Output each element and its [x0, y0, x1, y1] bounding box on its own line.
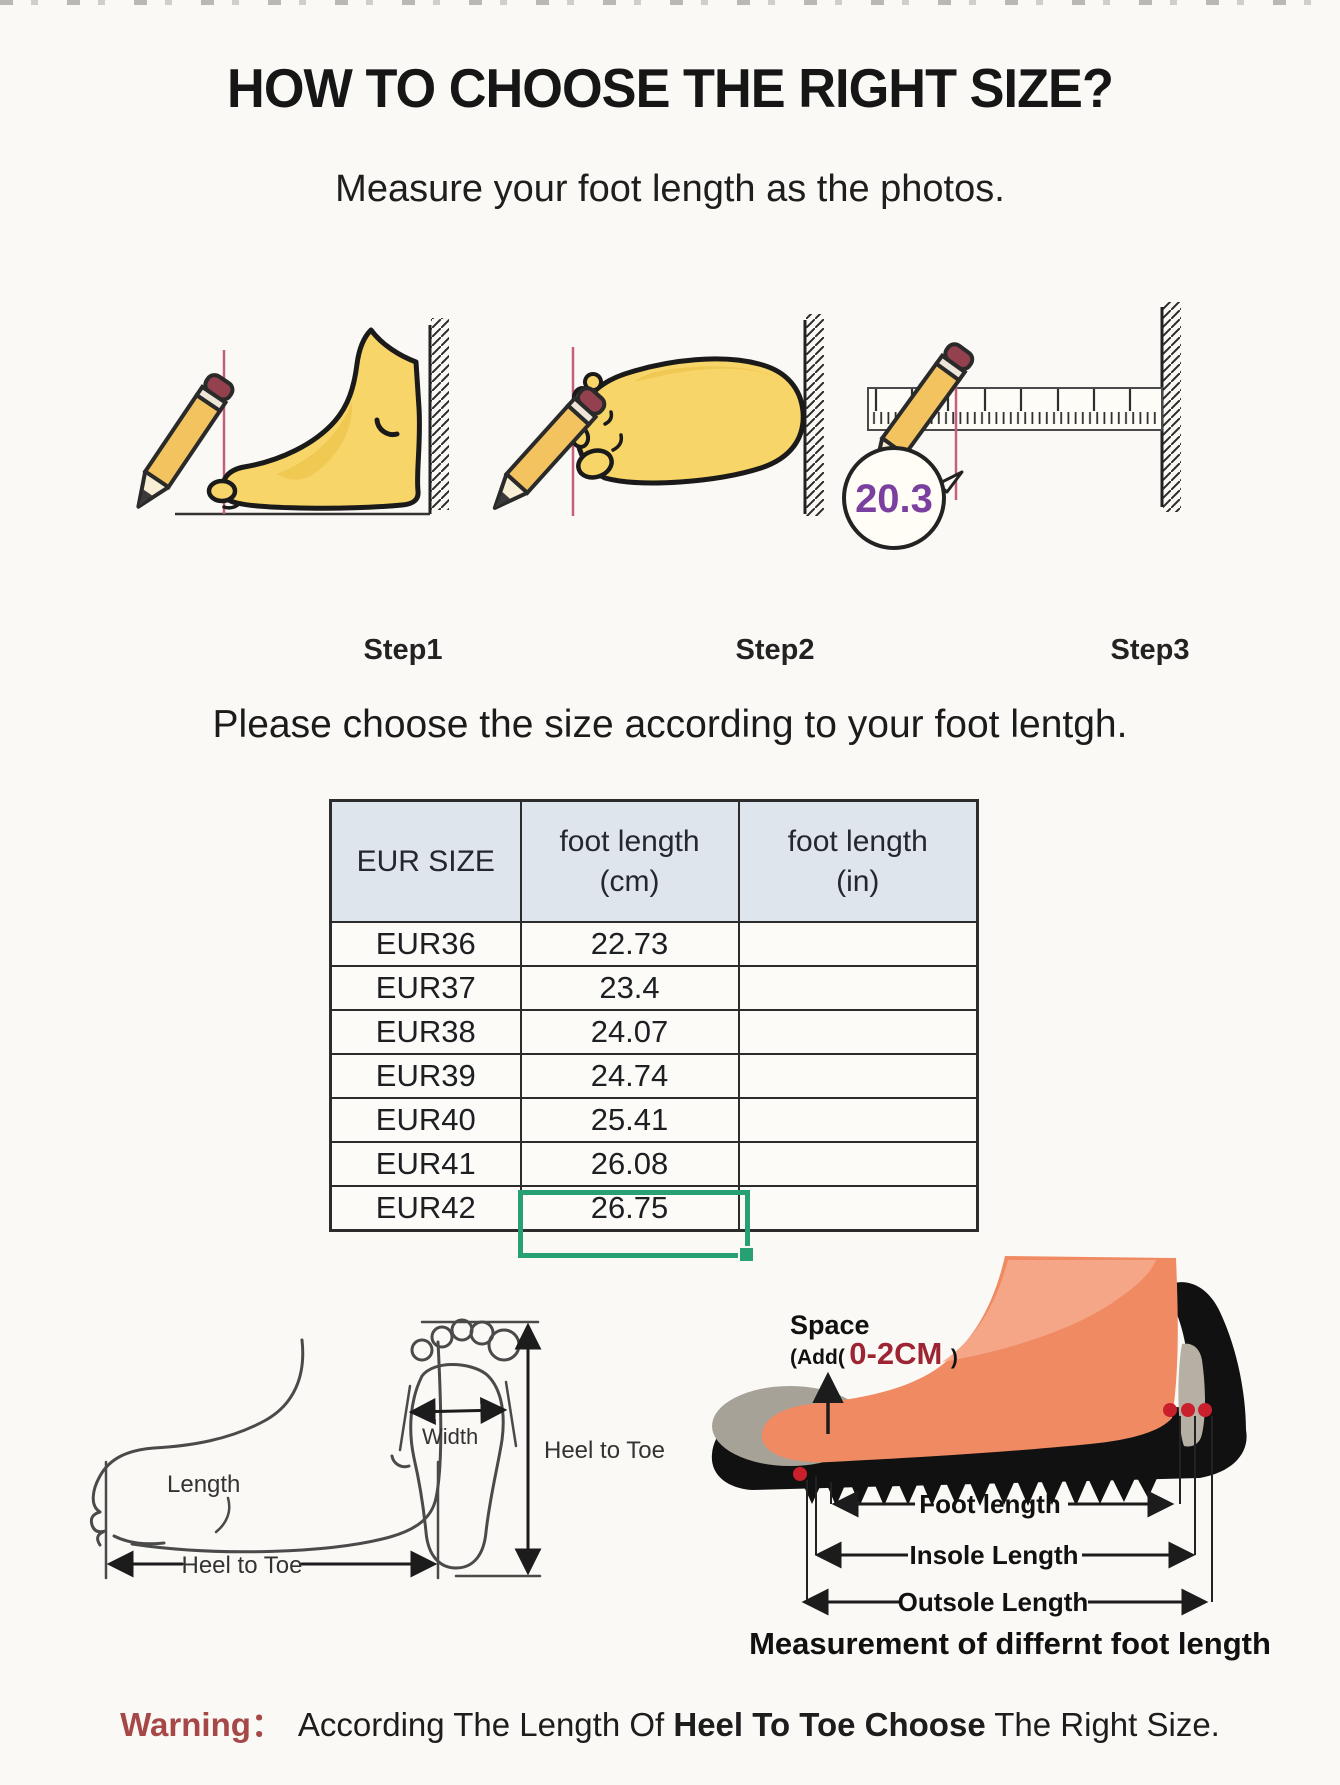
- table-row: EUR37 23.4: [329, 965, 979, 1011]
- shoe-measurement-diagram: Space (Add( 0-2CM ) Foot length I: [711, 1256, 1247, 1617]
- table-cell: 24.07: [519, 1009, 740, 1055]
- step3-illustration: 20.3: [842, 302, 1181, 550]
- side-foot-cartoon: [206, 327, 422, 511]
- add-value: 0-2CM: [849, 1336, 951, 1371]
- top-foot-cartoon: [567, 356, 806, 486]
- length-label: Length: [167, 1471, 240, 1498]
- warning-label: Warning：: [120, 1706, 284, 1743]
- foot-measurement-sketches: Length Heel to Toe Width Heel to Toe: [89, 1318, 665, 1580]
- warning-text: Warning： According The Length Of Heel To …: [0, 1698, 1340, 1746]
- shoe-cartoon: [711, 1256, 1247, 1506]
- step3-label: Step3: [1110, 634, 1190, 666]
- table-cell: [737, 1053, 979, 1099]
- header-unit: (in): [836, 864, 880, 898]
- header-title: foot length: [559, 824, 700, 858]
- heel-to-toe-label: Heel to Toe: [182, 1552, 303, 1579]
- measurement-bubble: 20.3: [842, 446, 964, 550]
- measure-rows: [801, 1490, 1209, 1616]
- heel-to-toe-label: Heel to Toe: [544, 1437, 665, 1464]
- table-row: EUR40 25.41: [329, 1097, 979, 1143]
- table-cell: 24.74: [519, 1053, 740, 1099]
- col-header-eur-size: EUR SIZE: [329, 799, 522, 923]
- table-cell: EUR36: [329, 921, 522, 967]
- measured-value: 20.3: [855, 477, 933, 521]
- table-row: EUR42 26.75: [329, 1185, 979, 1232]
- table-cell: EUR41: [329, 1141, 522, 1187]
- table-cell: [737, 1009, 979, 1055]
- step1-label: Step1: [363, 634, 443, 666]
- wall-hatching: [806, 314, 824, 516]
- header-unit: (cm): [599, 864, 660, 898]
- space-add-label: (Add( 0-2CM ): [790, 1336, 958, 1371]
- page-title: HOW TO CHOOSE THE RIGHT SIZE?: [227, 57, 1114, 119]
- table-cell: 25.41: [519, 1097, 740, 1143]
- table-cell: [737, 1141, 979, 1187]
- size-table: EUR SIZE foot length (cm) foot length (i…: [329, 799, 989, 1263]
- table-cell: [737, 965, 979, 1011]
- table-row: EUR36 22.73: [329, 921, 979, 967]
- col-header-foot-length-cm: foot length (cm): [519, 799, 740, 923]
- table-intro-text: Please choose the size according to your…: [212, 703, 1128, 746]
- step2-illustration: [482, 314, 824, 520]
- measure-droplines: [806, 1416, 1213, 1602]
- footprint-sketch: Width Heel to Toe: [398, 1318, 665, 1578]
- width-label: Width: [422, 1424, 478, 1449]
- table-row: EUR41 26.08: [329, 1141, 979, 1187]
- table-cell: [737, 1097, 979, 1143]
- size-table-body: EUR36 22.73 EUR37 23.4 EUR38 24.07 EUR39 24.74 E…: [329, 921, 979, 1232]
- outsole-length-label: Outsole Length: [898, 1587, 1089, 1617]
- step1-illustration: [124, 318, 449, 517]
- warning-bold: Heel To Toe Choose: [673, 1706, 986, 1743]
- table-cell: 26.75: [519, 1185, 740, 1232]
- col-header-foot-length-in: foot length (in): [737, 799, 979, 923]
- add-prefix: (Add(: [790, 1346, 845, 1369]
- table-cell: [737, 921, 979, 967]
- warning-prefix: According The Length Of: [297, 1706, 674, 1743]
- header-title: EUR SIZE: [356, 844, 495, 878]
- table-header-row: EUR SIZE foot length (cm) foot length (i…: [329, 799, 979, 923]
- foot-length-label: Foot length: [919, 1489, 1061, 1519]
- table-cell: EUR39: [329, 1053, 522, 1099]
- table-row: EUR39 24.74: [329, 1053, 979, 1099]
- space-label: Space: [790, 1310, 870, 1340]
- measure-points: [793, 1403, 1212, 1481]
- step2-label: Step2: [735, 634, 815, 666]
- page-subtitle: Measure your foot length as the photos.: [335, 168, 1005, 210]
- shoe-diagram-caption: Measurement of differnt foot length: [749, 1626, 1271, 1661]
- table-cell: 22.73: [519, 921, 740, 967]
- cropped-text-artifact: [0, 0, 1340, 5]
- table-cell: EUR37: [329, 965, 522, 1011]
- wall-hatching: [1163, 302, 1181, 512]
- table-cell: [737, 1185, 979, 1232]
- table-cell: 23.4: [519, 965, 740, 1011]
- insole-length-label: Insole Length: [910, 1540, 1079, 1570]
- add-suffix: ): [951, 1346, 958, 1369]
- table-cell: 26.08: [519, 1141, 740, 1187]
- table-cell: EUR38: [329, 1009, 522, 1055]
- table-row: EUR38 24.07: [329, 1009, 979, 1055]
- wall-hatching: [431, 318, 449, 510]
- table-cell: EUR40: [329, 1097, 522, 1143]
- side-foot-sketch: Length Heel to Toe: [89, 1338, 443, 1580]
- size-table-grid: EUR SIZE foot length (cm) foot length (i…: [329, 799, 979, 1232]
- table-cell: EUR42: [329, 1185, 522, 1232]
- header-title: foot length: [787, 824, 928, 858]
- warning-suffix: The Right Size.: [985, 1706, 1220, 1743]
